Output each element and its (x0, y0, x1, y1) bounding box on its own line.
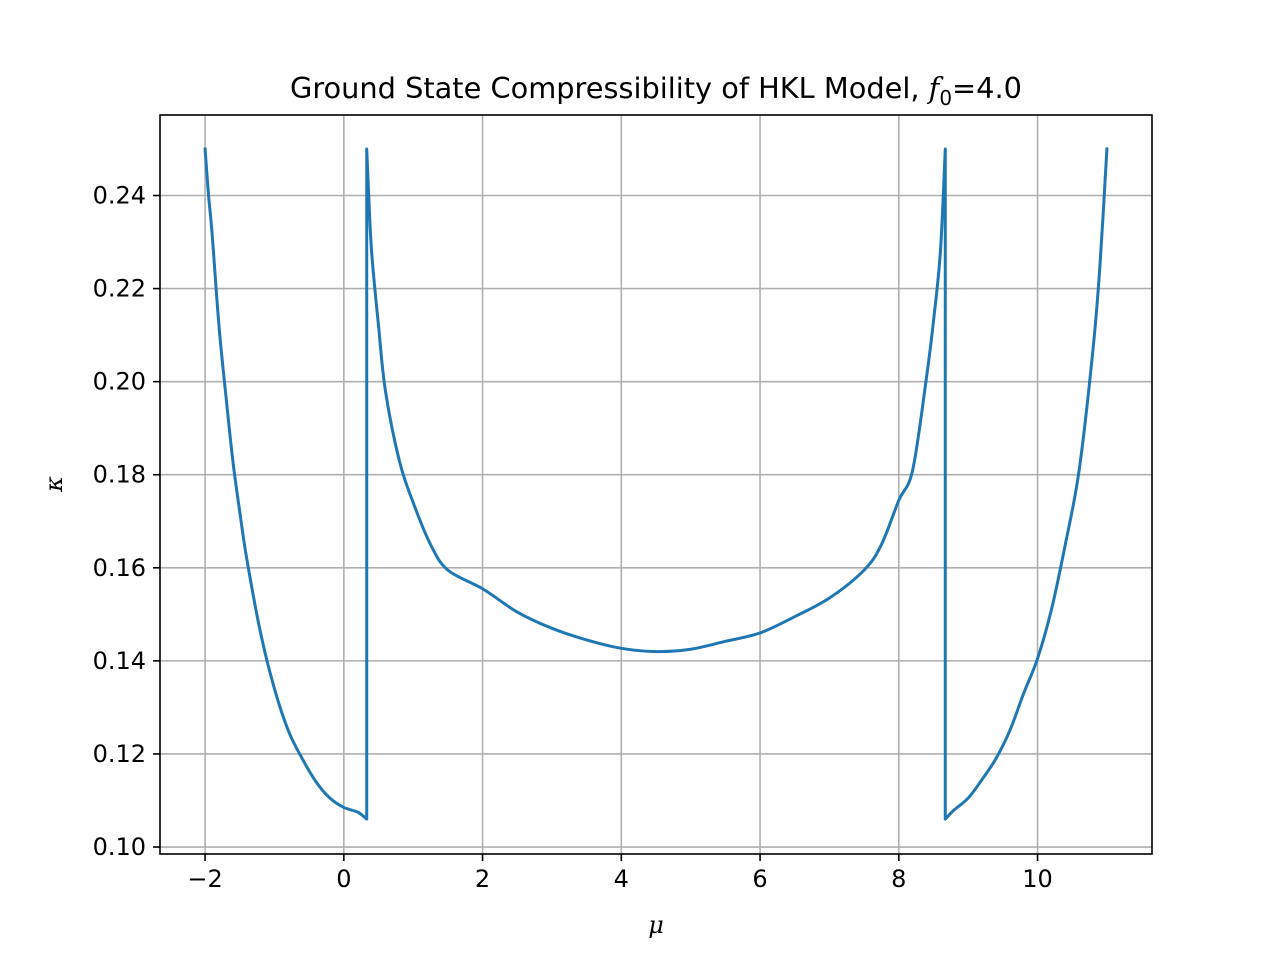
ticks-layer: −2 0 2 4 6 8 10 0.10 0.12 0.14 0.16 0.18 0.20 0.22 0.2… (93, 182, 1053, 893)
chart-title-suffix: =4.0 (952, 71, 1022, 105)
y-tick-label: 0.18 (93, 461, 146, 489)
x-tick-label: 10 (1022, 865, 1053, 893)
y-tick-label: 0.22 (93, 275, 146, 303)
x-axis-label: μ (648, 911, 664, 939)
x-tick-label: 2 (475, 865, 490, 893)
x-tick-label: 8 (891, 865, 906, 893)
y-tick-label: 0.10 (93, 833, 146, 861)
chart-title: Ground State Compressibility of HKL Mode… (290, 71, 1022, 110)
grid-lines (160, 115, 1152, 854)
chart-title-subscript: 0 (939, 86, 952, 110)
plot-frame (159, 114, 1153, 855)
x-tick-label: −2 (187, 865, 222, 893)
y-tick-label: 0.12 (93, 740, 146, 768)
series-layer (203, 147, 1109, 821)
x-tick-label: 0 (336, 865, 351, 893)
y-tick-label: 0.14 (93, 647, 146, 675)
y-tick-label: 0.24 (93, 182, 146, 210)
y-axis-label: κ (40, 476, 68, 493)
x-tick-label: 6 (752, 865, 767, 893)
y-tick-label: 0.20 (93, 368, 146, 396)
x-tick-label: 4 (614, 865, 629, 893)
chart-title-prefix: Ground State Compressibility of HKL Mode… (290, 71, 929, 105)
y-tick-label: 0.16 (93, 554, 146, 582)
series-line-0 (203, 147, 1109, 821)
